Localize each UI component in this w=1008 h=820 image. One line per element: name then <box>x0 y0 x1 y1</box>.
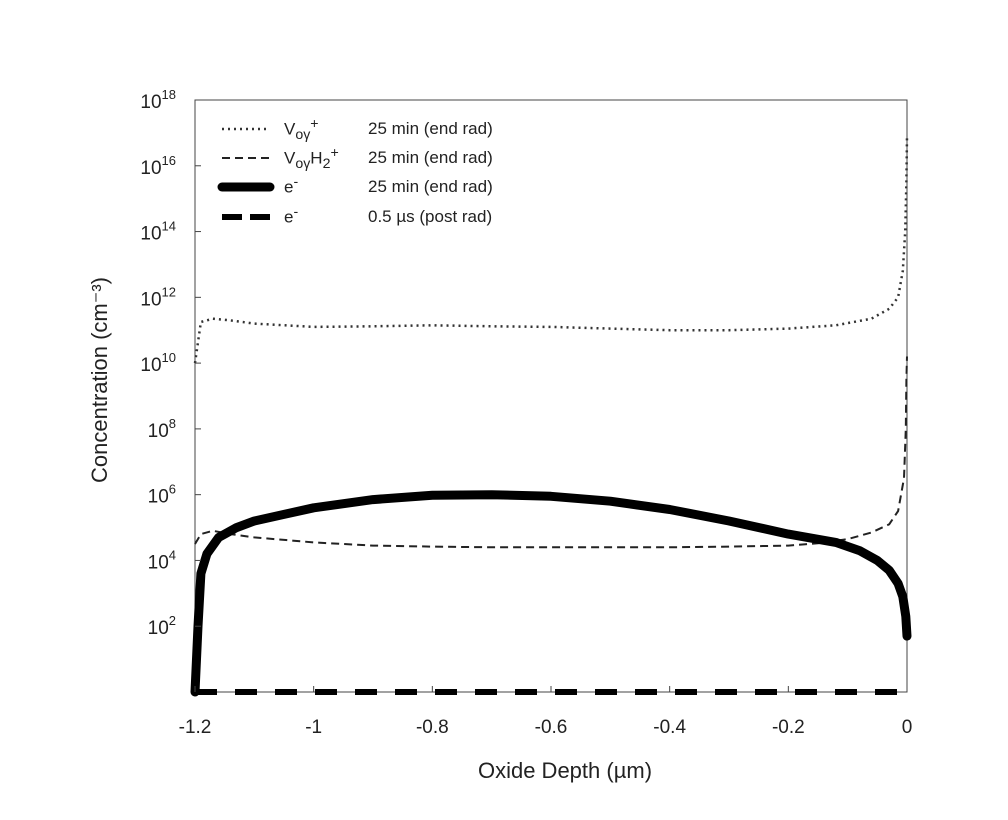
x-tick-label: 0 <box>902 717 913 738</box>
y-tick-label: 1012 <box>140 284 176 310</box>
x-tick-label: -0.4 <box>653 717 686 738</box>
y-axis-title: Concentration (cm⁻³) <box>87 277 112 483</box>
legend-time-3: 0.5 µs (post rad) <box>368 207 492 226</box>
x-tick-label: -1.2 <box>179 717 212 738</box>
y-tick-label: 1010 <box>140 350 176 376</box>
legend-time-2: 25 min (end rad) <box>368 177 493 196</box>
legend-label-2: e- <box>284 174 298 197</box>
legend: Voγ+ 25 min (end rad) VoγH2+ 25 min (end ra… <box>217 116 493 227</box>
series-line-2 <box>190 490 912 697</box>
x-tick-label: -0.2 <box>772 717 805 738</box>
x-axis-ticks: -1.2 -1 -0.8 -0.6 -0.4 -0.2 0 <box>179 686 913 738</box>
x-axis-title: Oxide Depth (µm) <box>478 758 652 783</box>
series-line-0 <box>193 136 909 364</box>
legend-label-1: VoγH2+ <box>284 145 339 172</box>
y-tick-label: 106 <box>148 482 176 508</box>
y-tick-label: 102 <box>148 613 176 639</box>
x-tick-label: -0.8 <box>416 717 449 738</box>
x-tick-label: -0.6 <box>535 717 568 738</box>
y-axis-ticks: 1018 1016 1014 1012 1010 108 106 104 102 <box>140 87 201 639</box>
y-tick-label: 1014 <box>140 219 176 245</box>
y-tick-label: 1018 <box>140 87 176 113</box>
x-tick-label: -1 <box>305 717 322 738</box>
y-tick-label: 108 <box>148 416 176 442</box>
series-layer <box>190 136 912 697</box>
legend-label-0: Voγ+ <box>284 116 319 143</box>
series-line-1 <box>194 356 908 549</box>
legend-time-1: 25 min (end rad) <box>368 148 493 167</box>
legend-label-3: e- <box>284 204 298 227</box>
y-tick-label: 104 <box>148 547 176 573</box>
legend-time-0: 25 min (end rad) <box>368 119 493 138</box>
plot-frame <box>194 99 908 693</box>
y-tick-label: 1016 <box>140 153 176 179</box>
